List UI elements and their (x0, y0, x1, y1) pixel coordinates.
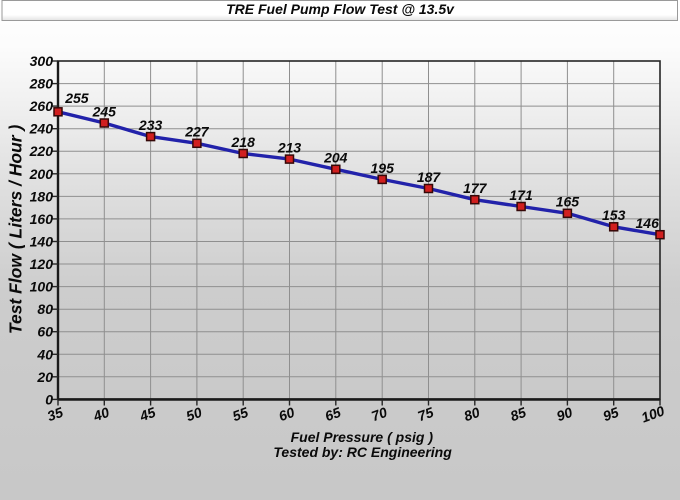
svg-text:Test Flow ( Liters / Hour ): Test Flow ( Liters / Hour ) (6, 125, 26, 335)
svg-text:213: 213 (277, 140, 302, 156)
svg-text:45: 45 (137, 404, 158, 425)
svg-text:260: 260 (29, 98, 54, 114)
svg-text:0: 0 (45, 391, 53, 407)
svg-text:85: 85 (508, 404, 528, 424)
svg-text:90: 90 (554, 404, 574, 424)
svg-text:100: 100 (30, 279, 54, 295)
svg-text:60: 60 (276, 404, 296, 424)
svg-text:20: 20 (36, 369, 53, 385)
svg-text:245: 245 (92, 103, 117, 119)
svg-text:140: 140 (30, 234, 54, 250)
svg-text:50: 50 (184, 404, 204, 424)
svg-text:80: 80 (37, 301, 53, 317)
svg-text:55: 55 (230, 404, 250, 424)
svg-text:233: 233 (138, 117, 163, 133)
svg-text:280: 280 (29, 76, 54, 92)
svg-text:204: 204 (323, 150, 348, 166)
svg-text:40: 40 (36, 346, 53, 362)
svg-text:195: 195 (371, 160, 395, 176)
svg-text:227: 227 (184, 124, 210, 140)
svg-text:220: 220 (29, 143, 54, 159)
svg-text:75: 75 (415, 404, 435, 424)
svg-text:171: 171 (509, 187, 533, 203)
svg-text:218: 218 (231, 134, 256, 150)
svg-text:Fuel Pressure ( psig ): Fuel Pressure ( psig ) (291, 429, 434, 445)
svg-text:70: 70 (369, 404, 389, 424)
svg-text:160: 160 (30, 211, 54, 227)
svg-text:177: 177 (463, 180, 488, 196)
svg-text:80: 80 (462, 404, 482, 424)
svg-text:65: 65 (323, 404, 343, 424)
svg-text:165: 165 (556, 194, 580, 210)
svg-text:120: 120 (30, 256, 54, 272)
svg-text:153: 153 (602, 207, 626, 223)
svg-text:95: 95 (601, 404, 621, 424)
svg-text:TRE Fuel Pump Flow Test @ 13.5: TRE Fuel Pump Flow Test @ 13.5v (226, 1, 455, 17)
svg-text:255: 255 (64, 90, 89, 106)
svg-text:Tested by: RC Engineering: Tested by: RC Engineering (273, 444, 452, 460)
svg-text:180: 180 (30, 188, 54, 204)
svg-text:35: 35 (45, 404, 65, 424)
svg-text:40: 40 (90, 404, 111, 425)
svg-text:300: 300 (30, 53, 54, 69)
svg-text:240: 240 (29, 121, 54, 137)
svg-text:60: 60 (37, 324, 53, 340)
svg-text:100: 100 (639, 402, 667, 425)
svg-text:187: 187 (417, 169, 442, 185)
svg-text:146: 146 (636, 215, 660, 231)
svg-text:200: 200 (29, 166, 54, 182)
